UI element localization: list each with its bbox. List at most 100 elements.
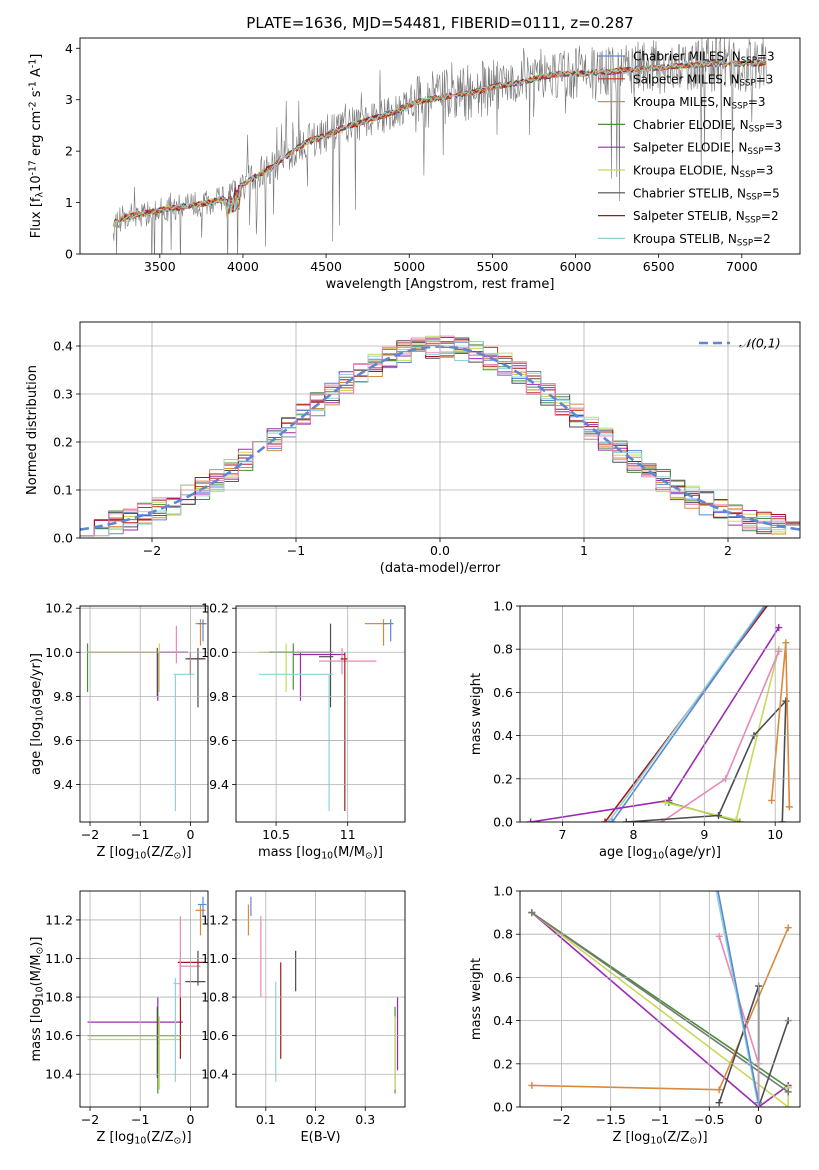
x-tick-label: −1.5 <box>596 1112 626 1127</box>
weight-marker <box>765 598 772 605</box>
y-tick-label: 9.8 <box>53 689 73 704</box>
label-tspan: =3 <box>756 72 774 86</box>
spectrum-axes: 3500 4000 4500 5000 5500 6000 6500 7000 0 1 2 3 4 wav… <box>27 37 801 292</box>
legend-label: Kroupa MILES, NSSP=3 <box>633 95 766 111</box>
x-tick-label: 4500 <box>310 259 342 274</box>
x-tick-label: 0.1 <box>256 1112 276 1127</box>
label-tspan: ⊙ <box>35 947 46 955</box>
label-tspan: =3 <box>756 164 774 178</box>
weight-marker <box>714 883 721 890</box>
y-tick-label: 0.2 <box>493 1056 513 1071</box>
weight-marker <box>622 818 630 822</box>
weight-marker <box>528 1081 536 1089</box>
axes-frame <box>79 37 801 255</box>
y-tick-label: 0.0 <box>493 1100 513 1115</box>
weight-marker <box>782 639 790 647</box>
label-tspan: SSP <box>737 238 753 248</box>
y-axis-label: mass weight <box>469 673 484 755</box>
x-tick-label: 11 <box>340 827 356 842</box>
x-tick-label: −2 <box>81 1112 99 1127</box>
weight-line-3 <box>530 627 780 822</box>
x-tick-label: 0 <box>186 1112 194 1127</box>
label-tspan: =5 <box>762 186 780 200</box>
x-tick-label: −1 <box>287 543 305 558</box>
y-tick-label: 11.2 <box>201 912 229 927</box>
x-tick-label: 9 <box>700 827 708 842</box>
label-tspan: 10 <box>134 851 146 862</box>
x-tick-label: 0.3 <box>355 1112 375 1127</box>
weight-marker <box>784 924 792 932</box>
weight-line-8 <box>717 891 760 1103</box>
mass-z-plot-area <box>87 896 207 1094</box>
weight-marker <box>732 816 740 822</box>
chart-title: PLATE=1636, MJD=54481, FIBERID=0111, z=0… <box>246 14 633 32</box>
label-tspan: -1 <box>27 81 38 90</box>
label-tspan: ⊙ <box>690 1136 698 1147</box>
label-tspan: 10 <box>134 1136 146 1147</box>
weight-marker <box>784 1088 792 1096</box>
x-axis-label: (data-model)/error <box>380 561 501 576</box>
label-tspan: Kroupa ELODIE, N <box>633 164 740 178</box>
label-tspan: (Z/Z <box>146 845 173 860</box>
legend-label: Kroupa STELIB, NSSP=2 <box>633 232 771 248</box>
axes-frame <box>235 890 406 1108</box>
weight-marker <box>608 818 616 822</box>
label-tspan: 𝒩(0,1) <box>739 336 781 351</box>
y-axis-label: age [log10(age/yr)] <box>29 653 46 775</box>
label-tspan: mass weight <box>469 958 484 1040</box>
y-axis-label: Normed distribution <box>25 365 40 495</box>
y-tick-label: 0.4 <box>493 728 513 743</box>
x-axis-label: wavelength [Angstrom, rest frame] <box>326 277 555 292</box>
label-tspan: Kroupa STELIB, N <box>633 232 737 246</box>
weight-line-6 <box>718 936 760 1107</box>
label-tspan: age [log <box>29 722 44 775</box>
y-tick-label: 9.8 <box>209 689 229 704</box>
y-tick-label: 10.6 <box>45 1028 73 1043</box>
y-tick-label: 9.6 <box>53 733 73 748</box>
label-tspan: erg cm <box>29 111 44 160</box>
x-tick-label: −1 <box>651 1112 669 1127</box>
y-tick-label: 0.8 <box>493 642 513 657</box>
y-axis-label: Flux [fλ10-17 erg cm-2 s-1 A-1] <box>27 54 45 239</box>
y-tick-label: 9.4 <box>53 777 73 792</box>
x-tick-label: 5500 <box>476 259 508 274</box>
age-mass-axes: 10.5 11 9.4 9.6 9.8 10.0 10.2 mass [log10(M/M⊙)… <box>201 601 406 862</box>
weight-marker <box>778 818 786 822</box>
legend-label: Chabrier STELIB, NSSP=5 <box>633 186 780 202</box>
label-tspan: =2 <box>761 209 779 223</box>
label-tspan: =3 <box>764 141 782 155</box>
label-tspan: mass [log <box>29 998 44 1061</box>
label-tspan: (Z/Z <box>146 1130 173 1145</box>
residual-legend: 𝒩(0,1) <box>699 336 781 351</box>
y-tick-label: 0 <box>65 247 73 262</box>
label-tspan: =3 <box>757 50 775 64</box>
y-axis-label: mass weight <box>469 958 484 1040</box>
model-line-8 <box>112 59 766 227</box>
weight-marker <box>768 796 776 804</box>
label-tspan: (M/M <box>29 955 44 987</box>
x-tick-label: 6000 <box>560 259 592 274</box>
y-tick-label: 10.8 <box>201 990 229 1005</box>
x-tick-label: 0.0 <box>430 543 450 558</box>
weight-marker <box>711 877 718 884</box>
label-tspan: )] <box>29 937 44 947</box>
mass-ebv-plot-area <box>247 896 399 1094</box>
label-tspan: ⊙ <box>174 851 182 862</box>
y-tick-label: 10.2 <box>45 601 73 616</box>
label-tspan: λ <box>35 191 46 197</box>
spectrum-plot-area <box>112 38 767 254</box>
legend-label: Chabrier MILES, NSSP=3 <box>633 50 775 66</box>
label-tspan: age [log <box>599 845 652 860</box>
label-tspan: SSP <box>749 124 765 134</box>
weight-marker <box>782 697 790 705</box>
y-axis-label: mass [log10(M/M⊙)] <box>29 937 46 1062</box>
weight-marker <box>772 592 779 599</box>
x-tick-label: −2 <box>143 543 161 558</box>
y-tick-label: 10.8 <box>45 990 73 1005</box>
weight-marker <box>601 818 609 822</box>
label-tspan: Kroupa MILES, N <box>633 95 732 109</box>
y-tick-label: 0.1 <box>53 483 73 498</box>
weight-marker <box>527 818 535 822</box>
x-tick-label: 3500 <box>144 259 176 274</box>
